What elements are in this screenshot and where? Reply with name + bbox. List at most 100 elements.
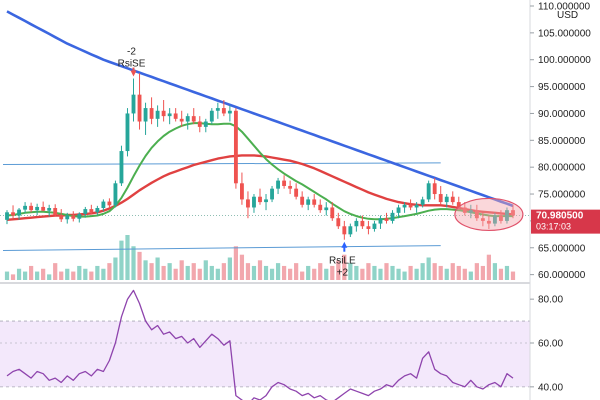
- candle-body: [499, 215, 503, 221]
- signal-label-top: -2: [127, 47, 136, 58]
- volume-bar: [360, 268, 365, 280]
- volume-bar: [312, 268, 317, 280]
- price-tick-label: 100.000000: [538, 55, 591, 66]
- volume-bar: [16, 268, 22, 280]
- candle-body: [390, 212, 395, 221]
- volume-bar: [420, 263, 425, 280]
- candle-body: [324, 207, 329, 211]
- candle-body: [83, 209, 88, 214]
- volume-bar: [378, 268, 383, 280]
- volume-bar: [179, 260, 184, 280]
- volume-bar: [330, 265, 335, 280]
- volume-bar: [432, 263, 437, 280]
- rsi-band: [0, 321, 530, 387]
- volume-bar: [119, 240, 124, 280]
- trend-line: [3, 162, 441, 165]
- volume-bar: [348, 263, 353, 280]
- candle-body: [276, 180, 280, 189]
- candle-body: [125, 113, 130, 152]
- signal-label-bottom: RsiSE: [118, 59, 146, 70]
- volume-bar: [71, 271, 76, 280]
- candle-body: [11, 212, 15, 216]
- candle-body: [197, 121, 202, 127]
- volume-bar: [324, 268, 329, 280]
- candle-body: [252, 196, 256, 208]
- candle-body: [288, 185, 293, 189]
- candle-body: [35, 206, 40, 211]
- candle-body: [179, 118, 184, 122]
- price-tick-label: 75.000000: [538, 190, 586, 201]
- volume-bar: [480, 265, 485, 280]
- candle-body: [209, 110, 214, 122]
- candle-body: [402, 204, 407, 208]
- horizontal-lines: [3, 162, 441, 251]
- candle-body: [511, 210, 515, 216]
- volume-bar: [191, 263, 196, 280]
- volume-bar: [77, 265, 82, 280]
- price-tick-label: 65.000000: [538, 243, 586, 254]
- volume-bar: [239, 254, 245, 280]
- volume-bar: [486, 254, 492, 280]
- volume-bar: [492, 263, 498, 280]
- volume-bar: [28, 265, 34, 280]
- volume-bar: [227, 257, 232, 280]
- price-tick-label: 80.000000: [538, 163, 586, 174]
- candle-body: [221, 108, 226, 114]
- candle-body: [468, 210, 473, 213]
- volume-bar: [288, 268, 293, 280]
- candle-body: [432, 183, 437, 195]
- candle-body: [342, 226, 347, 235]
- candle-body: [462, 207, 467, 213]
- volume-bar: [47, 274, 52, 280]
- green-moving-average: [6, 122, 513, 221]
- volume-bar: [498, 268, 504, 280]
- candle-body: [155, 110, 160, 119]
- candle-body: [119, 151, 124, 184]
- volume-bar: [294, 263, 299, 280]
- buy-arrow-icon: [341, 241, 348, 248]
- volume-bar: [450, 263, 455, 280]
- volume-bar: [318, 263, 323, 280]
- highlight-ellipse: [454, 197, 524, 232]
- candle-body: [378, 218, 383, 224]
- candle-body: [77, 213, 82, 219]
- volume-bar: [390, 265, 395, 280]
- volume-bar: [143, 260, 148, 280]
- candle-body: [306, 199, 311, 205]
- rsi-tick-label: 40.00: [538, 382, 563, 393]
- volume-bars: [4, 235, 516, 280]
- volume-bar: [125, 235, 130, 280]
- candle-body: [173, 113, 178, 119]
- candle-body: [330, 207, 335, 219]
- volume-bar: [275, 263, 281, 280]
- candle-body: [258, 196, 262, 203]
- candle-body: [215, 108, 220, 111]
- candle-body: [486, 220, 491, 224]
- volume-bar: [396, 268, 401, 280]
- candle-body: [149, 108, 154, 119]
- volume-bar: [408, 265, 413, 280]
- volume-bar: [221, 263, 226, 280]
- price-tick-label: 85.000000: [538, 136, 586, 147]
- signal-label-top: RsiLE: [329, 256, 356, 267]
- volume-bar: [354, 265, 359, 280]
- rsi-line: [6, 289, 514, 400]
- volume-bar: [372, 265, 377, 280]
- volume-bar: [149, 263, 154, 280]
- candle-body: [101, 201, 106, 209]
- volume-bar: [336, 260, 341, 280]
- candle-body: [420, 199, 425, 205]
- last-price-tag: 70.980500 03:17:03: [531, 209, 600, 234]
- rsi-tick-label: 80.00: [538, 295, 563, 306]
- candle-body: [354, 220, 359, 227]
- grid: [0, 215, 530, 388]
- candle-body: [203, 121, 208, 127]
- volume-bar: [468, 271, 473, 280]
- volume-bar: [414, 268, 419, 280]
- volume-bar: [342, 254, 347, 280]
- volume-bar: [245, 263, 251, 280]
- candle-body: [312, 199, 317, 205]
- candle-body: [282, 180, 287, 186]
- volume-bar: [402, 271, 407, 280]
